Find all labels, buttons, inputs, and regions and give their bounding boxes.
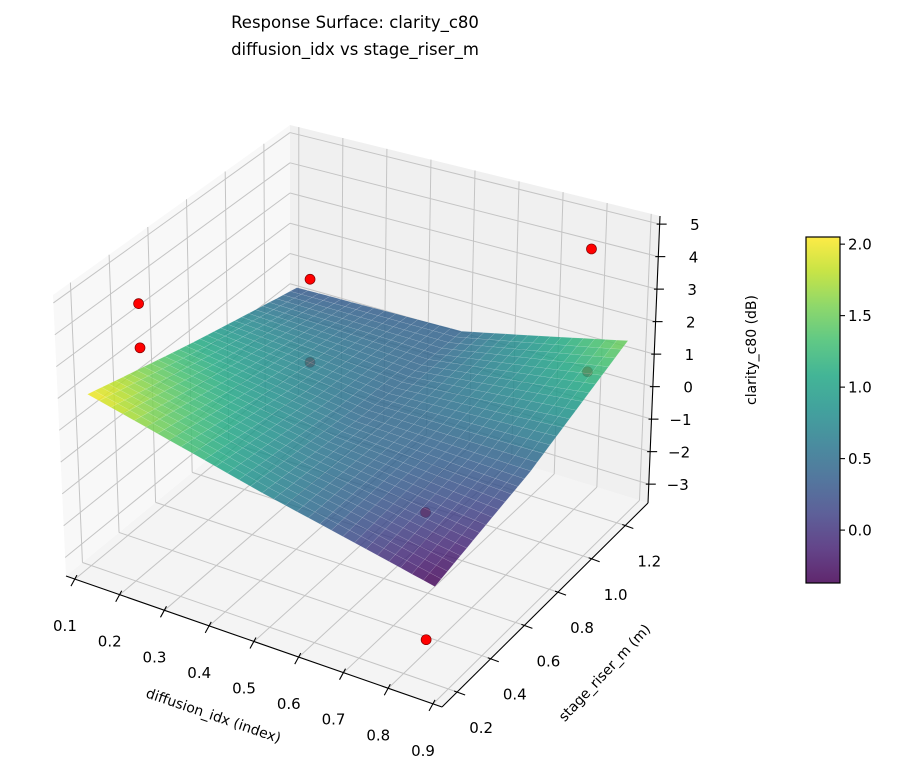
colorbar-tick-label: 0.5 [848,450,872,468]
scatter-point [304,273,316,285]
surface-facet [454,534,474,549]
x-tick-label: 0.5 [232,680,256,698]
surface-facet [461,527,480,541]
left-gridline-z [53,132,291,304]
x-tick-label: 0.2 [98,633,122,651]
z-axis-label: clarity_c80 (dB) [744,295,760,405]
colorbar-tick-label: 2.0 [848,236,872,254]
y-tick [487,657,499,663]
z-tick-label: −2 [668,444,690,462]
axes: 0.1 0.2 0.3 0.4 0.5 0.6 0.7 0.8 0.9 0.2 0.4 0.6 0.8 1… [53,215,700,760]
y-tick [588,557,600,563]
left-wall-pane [53,125,290,576]
surface-facet [519,458,538,472]
x-tick-label: 0.3 [143,648,167,666]
x-tick-label: 0.1 [53,617,77,635]
floor-gridline-x [387,486,598,689]
surface-facet [577,382,596,394]
z-tick-label: 5 [690,216,700,234]
z-tick-label: 2 [686,314,696,332]
y-tick [554,590,567,596]
scatter-point [134,342,146,354]
x-tick [428,699,436,712]
x-axis-label: diffusion_idx (index) [144,686,283,747]
x-tick-label: 0.8 [366,726,390,744]
scatter-point [420,634,432,646]
back-gridline-z [289,162,659,258]
x-tick [115,590,123,602]
surface-facet [603,348,622,359]
colorbar-tick-label: 1.5 [848,307,872,325]
z-tick-label: 3 [687,281,697,299]
surface-facet [474,512,493,526]
surface-facet [486,497,506,510]
x-tick-label: 0.4 [187,664,211,682]
x-tick [249,637,257,649]
scatter-point [586,243,597,255]
surface [86,287,629,587]
z-tick-label: −1 [669,411,691,429]
floor-gridline-x [343,473,555,674]
back-gridline-z [289,222,656,323]
y-tick-label: 1.0 [604,586,628,604]
scatter-point [133,298,144,309]
surface-facet [423,572,442,587]
y-tick-label: 0.8 [570,619,594,637]
surface-facet [467,519,487,534]
left-gridline-z [58,253,291,431]
surface-facet [442,549,461,564]
scatter-front [133,243,597,354]
z-tick-label: 0 [683,379,693,397]
chart-subtitle: diffusion_idx vs stage_riser_m [231,40,479,59]
x-tick [70,574,78,587]
floor-gridline-x [432,500,640,705]
floor-gridline-y [155,501,525,626]
surface-facet [590,365,609,376]
y-tick [521,623,533,629]
back-gridline-z [289,192,658,290]
y-axis-line [441,502,649,708]
x-tick [159,606,167,618]
left-gridline-z [57,222,291,399]
y-tick [453,690,466,696]
z-axis-line [647,215,661,504]
colorbar-tick-label: 1.0 [848,379,872,397]
z-tick-label: 4 [689,249,699,267]
x-tick-label: 0.6 [277,695,301,713]
surface-facet [512,467,532,480]
x-tick [294,652,302,665]
back-gridline-z [289,132,660,225]
x-tick-label: 0.7 [322,711,346,729]
colorbar-gradient [805,236,841,584]
x-tick [339,668,347,680]
left-gridline-z [56,192,291,368]
surface-facet [532,441,551,454]
colorbar-tick-label: 0.0 [848,522,872,540]
x-tick [204,621,212,634]
y-tick-label: 0.2 [469,719,493,737]
x-tick-label: 0.9 [411,742,435,760]
back-gridline-x [638,213,652,501]
z-tick-label: −3 [667,476,689,494]
floor-gridline-y [82,562,458,693]
surface-facet [609,339,629,350]
surface-facet [435,557,455,572]
left-gridline-y [69,282,83,563]
surface-facet [544,424,564,437]
y-tick-label: 0.6 [536,652,560,670]
y-tick-label: 0.4 [503,686,527,704]
y-tick-label: 1.2 [637,552,661,570]
chart-title: Response Surface: clarity_c80 [231,13,479,32]
colorbar: 0.0 0.5 1.0 1.5 2.0 [805,236,872,584]
y-tick [622,523,634,529]
back-gridline-z [289,253,655,355]
x-tick [383,684,391,696]
z-tick-label: 1 [685,346,695,364]
surface-facet [557,407,577,420]
surface-facet [506,474,525,487]
left-gridline-z [54,162,291,336]
